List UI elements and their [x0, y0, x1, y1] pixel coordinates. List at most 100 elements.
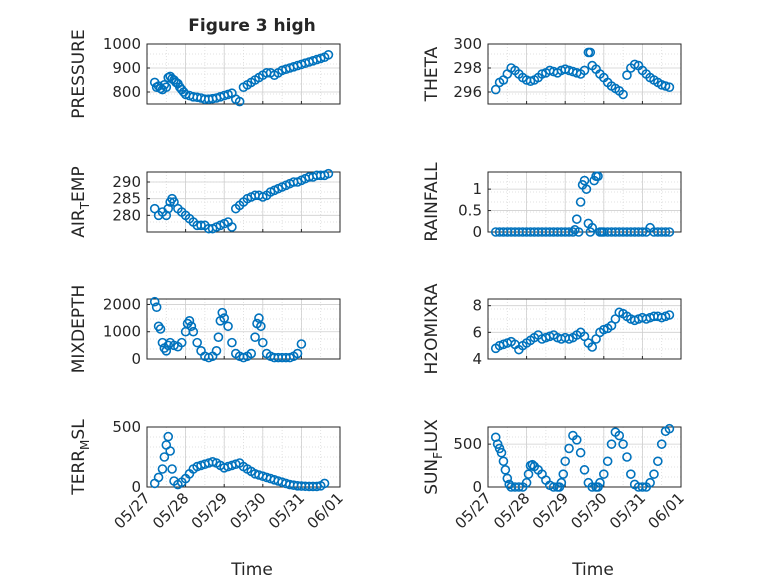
data-point	[292, 348, 303, 359]
y-tick-label: 0	[472, 223, 482, 241]
y-axis-label: THETA	[422, 46, 442, 102]
data-point	[159, 452, 170, 462]
data-point	[227, 337, 237, 348]
y-tick-label: 1000	[103, 35, 141, 53]
data-point	[618, 89, 628, 100]
data-point	[163, 203, 174, 214]
x-tick-label: 05/31	[265, 489, 308, 532]
data-point	[196, 220, 206, 231]
data-point	[560, 456, 571, 467]
data-point	[217, 307, 228, 318]
data-point	[568, 227, 578, 237]
data-point	[587, 222, 598, 233]
data-point	[614, 430, 625, 441]
data-point	[211, 346, 222, 356]
data-point	[227, 222, 237, 232]
y-tick-label: 1000	[103, 323, 141, 341]
x-tick-label: 05/28	[490, 489, 533, 532]
y-axis-label: PRESSURE	[69, 29, 89, 118]
y-tick-label: 0	[131, 478, 141, 496]
data-point	[161, 82, 172, 92]
axes-box	[487, 426, 682, 488]
data-point	[579, 175, 590, 186]
data-point	[602, 456, 613, 467]
data-point	[496, 447, 507, 458]
data-point	[637, 227, 648, 237]
data-point	[548, 482, 559, 492]
data-point	[527, 459, 538, 470]
y-tick-label: 298	[453, 59, 482, 77]
data-point	[579, 465, 590, 475]
y-tick-label: 296	[453, 83, 482, 101]
y-tick-label: 500	[453, 435, 482, 453]
y-tick-label: 2000	[103, 295, 141, 313]
data-point	[151, 302, 162, 312]
axes-box	[487, 298, 682, 360]
y-axis-label: H2OMIXRA	[422, 283, 442, 374]
data-point	[167, 464, 177, 474]
data-point	[223, 321, 233, 332]
data-point	[157, 464, 168, 474]
panel-theta: 296 298 300 THETA	[422, 35, 682, 105]
y-tick-label: 0	[131, 350, 141, 368]
data-point	[514, 482, 524, 492]
data-point	[163, 431, 174, 442]
y-tick-label: 280	[112, 206, 141, 224]
x-axis-label-left: Time	[230, 560, 273, 580]
panel-sun-flux: 0500SUNFLUX05/2705/2805/2905/3005/3106/0…	[422, 419, 688, 533]
data-point	[595, 477, 605, 488]
y-axis-label: MIXDEPTH	[69, 285, 89, 374]
axes-box	[146, 171, 341, 233]
panel-h2omixra: 4 6 8 H2OMIXRA	[422, 283, 682, 375]
data-point	[664, 310, 675, 320]
data-point	[161, 210, 172, 221]
y-tick-label: 1	[472, 180, 482, 198]
data-point	[653, 456, 663, 467]
panel-mixdepth: 0 1000 2000 MIXDEPTH	[69, 285, 341, 374]
data-point	[637, 482, 648, 492]
data-point	[664, 227, 675, 237]
x-tick-label: 05/30	[567, 489, 610, 532]
data-point	[622, 452, 632, 462]
x-tick-label: 06/01	[645, 489, 688, 532]
data-point	[564, 227, 574, 237]
x-tick-label: 06/01	[304, 489, 347, 532]
data-point	[664, 423, 675, 434]
y-tick-label: 500	[112, 418, 141, 436]
data-point	[579, 65, 590, 76]
data-point	[250, 332, 260, 342]
y-tick-label: 0.5	[458, 202, 482, 220]
data-point	[256, 321, 266, 332]
x-tick-label: 05/30	[226, 489, 269, 532]
data-point	[649, 469, 659, 479]
data-point	[161, 346, 172, 356]
data-point	[593, 171, 603, 182]
data-point	[664, 82, 675, 92]
data-point	[500, 465, 511, 475]
data-point	[165, 446, 175, 456]
axes-box	[146, 426, 341, 488]
data-point	[296, 339, 307, 349]
data-point	[556, 477, 567, 488]
data-point	[257, 337, 268, 348]
data-point	[186, 321, 197, 332]
data-point	[581, 184, 592, 194]
data-point	[571, 435, 582, 445]
panel-rainfall: 0 0.5 1 RAINFALL	[422, 162, 682, 242]
data-point	[159, 80, 170, 90]
y-tick-label: 900	[112, 59, 141, 77]
axes-box	[487, 43, 682, 105]
data-point	[587, 482, 598, 492]
data-point	[149, 296, 160, 307]
panel-terr-msl: 0500TERRMSL05/2705/2805/2905/3005/3106/0…	[69, 418, 347, 532]
y-axis-label: AIRTEMP	[69, 166, 92, 237]
data-point	[219, 313, 229, 323]
y-tick-label: 800	[112, 83, 141, 101]
data-point	[323, 49, 334, 60]
y-tick-label: 4	[472, 350, 482, 368]
data-point	[490, 84, 501, 95]
data-point	[184, 316, 195, 326]
data-point	[504, 479, 515, 490]
